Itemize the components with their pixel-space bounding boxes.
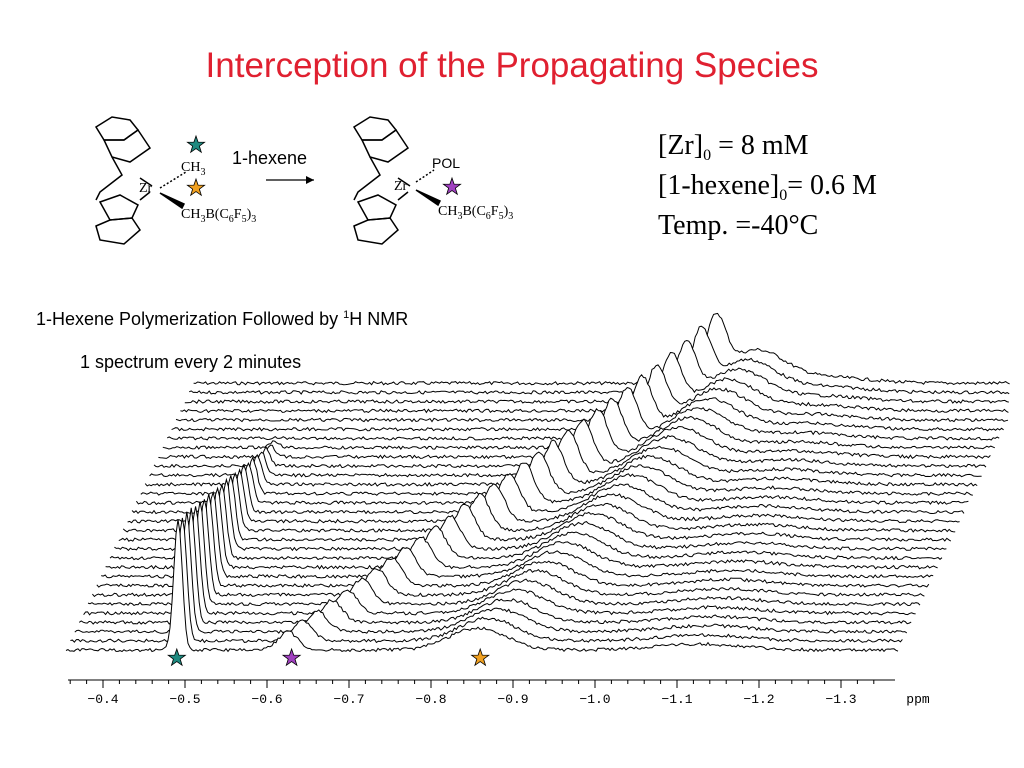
nmr-trace: [78, 507, 912, 625]
right-zirconocene: [352, 116, 442, 245]
hexene-concentration: [1-hexene]0= 0.6 M: [658, 170, 877, 204]
nmr-trace: [74, 511, 908, 634]
slide-title: Interception of the Propagating Species: [205, 46, 819, 85]
star-icon: [442, 176, 462, 196]
nmr-trace: [188, 325, 1010, 395]
nmr-trace: [87, 501, 921, 607]
nmr-trace: [105, 486, 938, 570]
nmr-trace: [193, 312, 1010, 386]
nmr-trace: [140, 451, 973, 497]
nmr-trace: [184, 339, 1009, 404]
star-icon: [167, 647, 187, 667]
right-borate-label: CH3B(C6F5)3: [438, 204, 513, 222]
nmr-trace: [122, 471, 956, 533]
axis-tick-label: −0.5: [169, 692, 200, 707]
axis-tick-label: −0.9: [497, 692, 528, 707]
axis-tick-label: −0.7: [333, 692, 364, 707]
spectrum-rate-caption: 1 spectrum every 2 minutes: [80, 352, 302, 372]
nmr-trace: [109, 483, 943, 561]
ppm-axis: −0.4 −0.5 −0.6 −0.7 −0.8 −0.9 −1.0 −1.1 −1.2 −1.3…: [68, 679, 930, 707]
polymer-label: POL: [432, 155, 460, 171]
axis-tick-label: −1.0: [579, 692, 610, 707]
axis-tick-label: −0.8: [415, 692, 446, 707]
left-zr-label: Zr: [139, 181, 153, 196]
nmr-trace: [180, 351, 1009, 414]
star-icon: [281, 647, 302, 667]
axis-tick-label: −0.4: [87, 692, 118, 707]
axis-unit-label: ppm: [906, 692, 930, 707]
axis-tick-label: −1.1: [661, 692, 692, 707]
temperature: Temp. =-40°C: [658, 210, 819, 241]
axis-tick-label: −1.3: [825, 692, 856, 707]
nmr-trace: [118, 475, 952, 542]
right-zr-label: Zr: [394, 179, 408, 194]
left-zirconocene: [94, 116, 187, 245]
nmr-caption: 1-Hexene Polymerization Followed by 1H N…: [36, 309, 409, 329]
axis-tick-label: −1.2: [743, 692, 774, 707]
nmr-trace: [83, 506, 916, 616]
nmr-trace: [144, 439, 978, 487]
zr-concentration: [Zr]0 = 8 mM: [658, 130, 809, 164]
left-methyl-label: CH3: [181, 160, 205, 178]
star-icon: [470, 647, 490, 667]
nmr-trace: [127, 468, 960, 524]
star-icon: [186, 177, 206, 197]
star-icon: [186, 134, 206, 154]
nmr-trace: [101, 490, 934, 579]
nmr-trace: [131, 463, 965, 515]
nmr-trace: [114, 477, 947, 552]
nmr-trace: [70, 517, 903, 644]
nmr-trace: [92, 499, 925, 598]
nmr-trace: [96, 493, 930, 588]
nmr-trace: [149, 429, 982, 478]
reagent-label: 1-hexene: [232, 148, 307, 168]
axis-tick-label: −0.6: [251, 692, 282, 707]
nmr-trace: [65, 519, 899, 653]
nmr-trace: [135, 461, 969, 506]
left-borate-label: CH3B(C6F5)3: [181, 207, 256, 225]
